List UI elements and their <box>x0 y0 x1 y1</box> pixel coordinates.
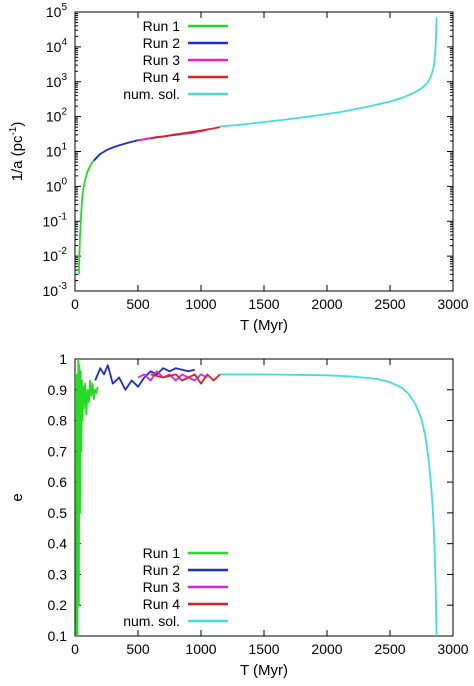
x-tick-label: 2500 <box>374 296 405 312</box>
x-tick-label: 2500 <box>374 641 405 657</box>
y-tick-label: 0.2 <box>48 597 68 613</box>
y-tick-label: 102 <box>46 107 68 125</box>
y-tick-label: 104 <box>46 37 68 55</box>
x-tick-label: 3000 <box>437 641 468 657</box>
series-line-run-3 <box>137 370 208 382</box>
x-axis-label: T (Myr) <box>240 317 288 334</box>
legend-label: Run 1 <box>143 545 181 561</box>
y-tick-label: 10-3 <box>43 281 68 299</box>
y-axis-label: e <box>9 493 26 501</box>
series-group <box>75 359 438 636</box>
y-tick-label: 100 <box>46 176 68 194</box>
y-tick-label: 0.8 <box>48 413 68 429</box>
series-line-run-4 <box>150 373 221 385</box>
y-tick-label: 0.3 <box>48 566 68 582</box>
top-panel-inverse-semimajor-axis: 0 500 1000 1500 2000 2500 3000 T (Myr) 10-3 10-2 1… <box>8 2 469 334</box>
y-tick-label: 105 <box>46 2 68 20</box>
y-tick-label: 0.4 <box>48 536 68 552</box>
y-tick-label: 0.6 <box>48 474 68 490</box>
legend-label: Run 3 <box>143 52 181 68</box>
x-tick-label: 3000 <box>437 296 468 312</box>
x-tick-label: 1500 <box>248 641 279 657</box>
legend-label: Run 4 <box>143 69 181 85</box>
plot-frame <box>74 11 454 292</box>
series-line-run-1 <box>75 359 99 636</box>
x-tick-label: 0 <box>71 296 79 312</box>
y-tick-label: 0.1 <box>48 628 68 644</box>
legend-label: Run 2 <box>143 35 181 51</box>
y-tick-label: 10-1 <box>43 211 68 229</box>
legend-label: num. sol. <box>123 613 180 629</box>
x-axis-label: T (Myr) <box>240 662 288 679</box>
y-tick-label: 0.5 <box>48 505 68 521</box>
x-tick-label: 1500 <box>248 296 279 312</box>
legend-label: num. sol. <box>123 86 180 102</box>
legend-label: Run 3 <box>143 579 181 595</box>
series-line-run-4 <box>150 126 221 140</box>
x-tick-label: 0 <box>71 641 79 657</box>
series-line-run-2 <box>94 364 195 391</box>
legend-label: Run 4 <box>143 596 181 612</box>
x-tick-label: 500 <box>126 641 150 657</box>
x-tick-label: 1000 <box>185 296 216 312</box>
y-tick-label: 101 <box>46 142 68 160</box>
x-tick-label: 2000 <box>311 296 342 312</box>
series-line-run-2 <box>93 131 195 162</box>
x-tick-label: 2000 <box>311 641 342 657</box>
y-axis-label: 1/a (pc-1) <box>8 122 26 182</box>
x-tick-label: 500 <box>126 296 150 312</box>
series-line-run-1 <box>77 152 101 275</box>
y-tick-label: 103 <box>46 72 68 90</box>
series-group <box>77 17 438 275</box>
plot-frame <box>74 358 454 637</box>
y-tick-label: 10-2 <box>43 246 68 264</box>
series-line-num-sol- <box>219 373 438 636</box>
legend-label: Run 1 <box>143 18 181 34</box>
y-tick-label: 0.9 <box>48 382 68 398</box>
series-line-num-sol- <box>219 17 438 128</box>
y-tick-label: 0.7 <box>48 443 68 459</box>
bottom-panel-eccentricity: 0 500 1000 1500 2000 2500 3000 T (Myr) 0.1 0.2 0.3… <box>9 351 469 679</box>
y-tick-label: 1 <box>59 351 67 367</box>
x-tick-label: 1000 <box>185 641 216 657</box>
legend-label: Run 2 <box>143 562 181 578</box>
